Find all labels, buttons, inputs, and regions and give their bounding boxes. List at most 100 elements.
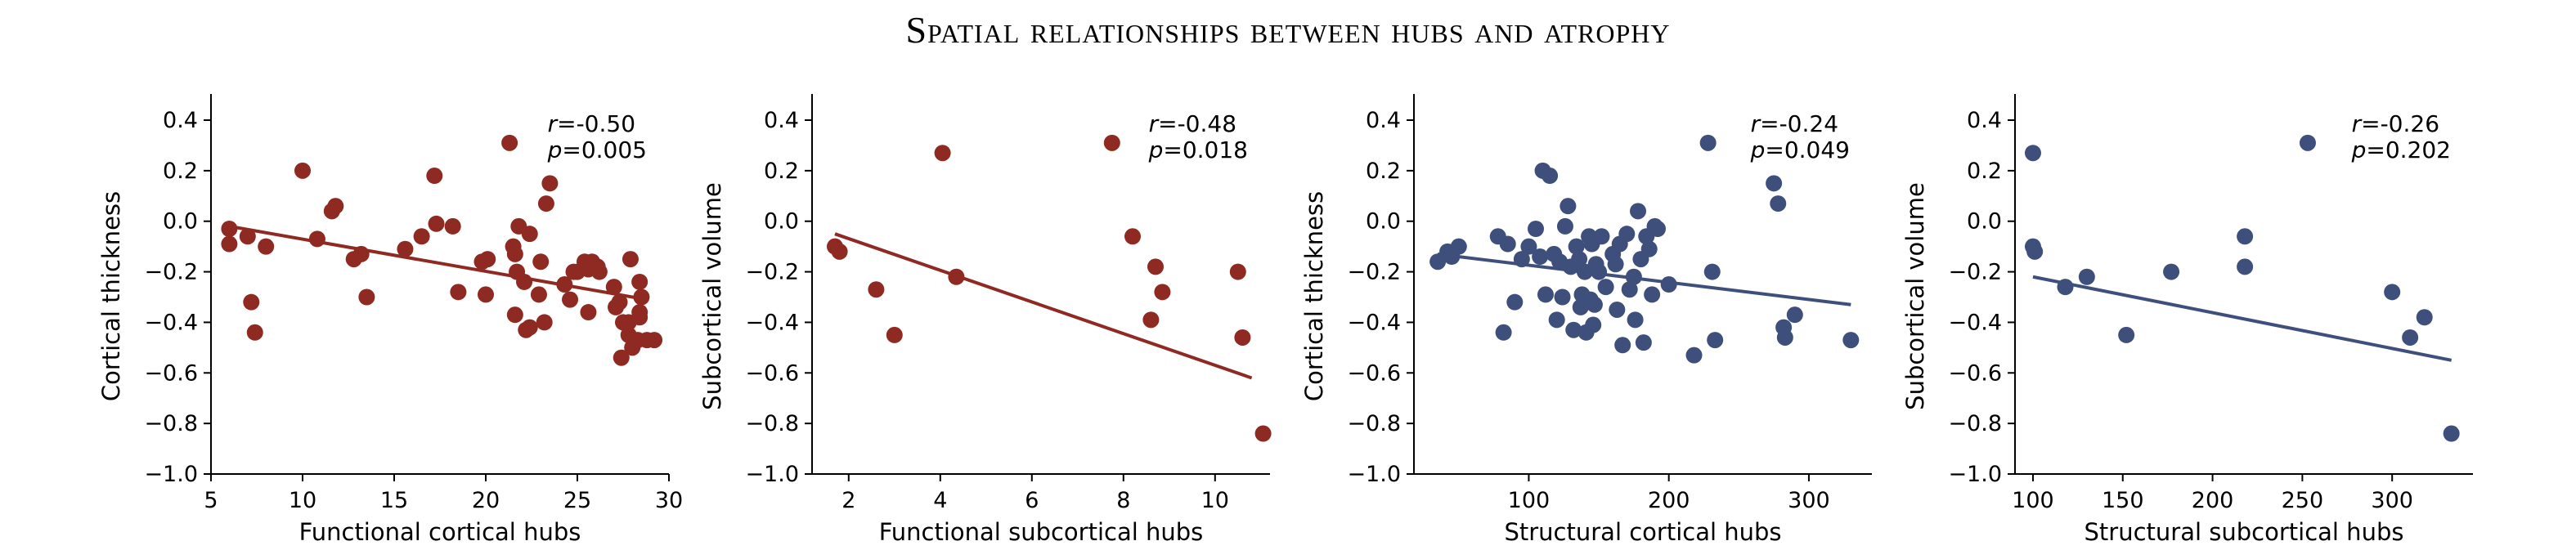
panel-functional-subcortical: −1.0 −0.8 −0.6 −0.4 −0.2 0.0 0.2 0.4 2 4 6 8 10 Funct… xyxy=(698,94,1272,546)
r-value-text: r=-0.26 xyxy=(2352,110,2439,137)
data-point xyxy=(1520,238,1537,255)
y-tick-label: 0.0 xyxy=(764,209,799,235)
data-point xyxy=(631,309,648,326)
regression-line xyxy=(2032,275,2453,362)
data-point xyxy=(1147,258,1164,275)
data-point xyxy=(258,238,275,255)
data-point xyxy=(1103,134,1120,151)
y-tick-label: −0.2 xyxy=(1347,260,1401,285)
data-point xyxy=(1644,286,1661,303)
data-point xyxy=(450,284,467,301)
data-point xyxy=(1685,347,1703,364)
data-point xyxy=(521,319,538,336)
data-point xyxy=(1554,288,1571,306)
data-point xyxy=(1707,332,1724,349)
x-tick-label: 20 xyxy=(472,488,500,513)
data-point xyxy=(308,230,325,248)
y-tick-label: 0.0 xyxy=(1366,209,1401,235)
y-tick-label: −0.2 xyxy=(144,260,198,285)
data-point xyxy=(1586,296,1603,313)
y-tick-label: 0.4 xyxy=(163,108,198,133)
data-point xyxy=(1618,226,1636,243)
y-tick-label: 0.4 xyxy=(1967,108,2002,133)
x-tick-label: 4 xyxy=(933,488,947,513)
y-tick-label: 0.2 xyxy=(1366,159,1401,184)
data-point xyxy=(444,217,461,235)
data-point xyxy=(605,279,622,296)
data-point xyxy=(1627,311,1644,329)
y-tick-label: 0.0 xyxy=(1967,209,2002,235)
y-tick-label: −1.0 xyxy=(745,462,799,487)
data-point xyxy=(1499,235,1516,253)
data-point xyxy=(1527,220,1544,237)
x-tick-label: 15 xyxy=(380,488,408,513)
data-point xyxy=(1154,284,1171,301)
y-tick-label: −0.2 xyxy=(745,260,799,285)
data-point xyxy=(1640,240,1658,257)
data-point xyxy=(428,215,445,232)
y-tick-label: −0.6 xyxy=(745,360,799,386)
data-point xyxy=(1542,168,1559,185)
data-point xyxy=(294,162,311,179)
y-tick-label: −0.6 xyxy=(1948,360,2002,386)
data-point xyxy=(1635,334,1652,351)
data-point xyxy=(2237,258,2254,275)
y-axis-label: Cortical thickness xyxy=(1300,191,1328,401)
data-point xyxy=(221,220,238,237)
data-point xyxy=(426,168,443,185)
data-point xyxy=(532,253,550,271)
data-point xyxy=(622,251,639,268)
y-tick-label: −0.6 xyxy=(1347,360,1401,386)
data-point xyxy=(1142,311,1160,329)
y-tick-label: 0.0 xyxy=(163,209,198,235)
x-tick-label: 5 xyxy=(204,488,218,513)
data-point xyxy=(1532,248,1549,266)
data-point xyxy=(631,273,648,290)
data-point xyxy=(239,228,256,245)
data-point xyxy=(1429,253,1447,271)
y-tick-label: −0.4 xyxy=(745,310,799,335)
data-point xyxy=(2078,268,2095,285)
data-point xyxy=(1585,316,1602,333)
data-point xyxy=(530,286,547,303)
data-point xyxy=(243,293,260,311)
y-tick-label: −0.4 xyxy=(144,310,198,335)
data-point xyxy=(413,228,430,245)
data-point xyxy=(479,251,496,268)
x-tick-label: 100 xyxy=(1508,488,1551,513)
x-axis-label: Structural cortical hubs xyxy=(1504,518,1781,546)
y-tick-label: 0.4 xyxy=(1366,108,1401,133)
data-point xyxy=(2024,145,2041,162)
data-point xyxy=(2402,329,2419,346)
data-point xyxy=(327,198,344,215)
data-point xyxy=(2026,243,2044,260)
x-tick-label: 8 xyxy=(1116,488,1130,513)
panel-structural-subcortical: −1.0 −0.8 −0.6 −0.4 −0.2 0.0 0.2 0.4 100 150 200 25… xyxy=(1901,94,2473,546)
data-point xyxy=(886,326,903,343)
y-tick-label: 0.4 xyxy=(764,108,799,133)
data-point xyxy=(2163,263,2180,280)
p-value-text: p=0.018 xyxy=(1148,136,1248,163)
data-point xyxy=(397,240,414,257)
p-value-text: p=0.202 xyxy=(2351,136,2451,163)
data-point xyxy=(590,263,608,280)
data-point xyxy=(521,226,538,243)
r-value-text: r=-0.24 xyxy=(1751,110,1838,137)
data-point xyxy=(1234,329,1251,346)
y-tick-label: −0.4 xyxy=(1948,310,2002,335)
x-tick-label: 300 xyxy=(2371,488,2413,513)
data-point xyxy=(478,286,494,303)
data-point xyxy=(1607,256,1624,273)
data-point xyxy=(646,332,663,349)
data-point xyxy=(1565,321,1582,338)
x-tick-label: 10 xyxy=(1201,488,1229,513)
x-tick-label: 200 xyxy=(1648,488,1690,513)
data-point xyxy=(536,314,553,331)
r-value-text: r=-0.48 xyxy=(1149,110,1236,137)
data-point xyxy=(1568,238,1585,255)
regression-line xyxy=(229,224,648,302)
data-point xyxy=(1699,134,1717,151)
x-tick-label: 200 xyxy=(2192,488,2234,513)
data-point xyxy=(1124,228,1141,245)
p-value-text: p=0.005 xyxy=(547,136,647,163)
